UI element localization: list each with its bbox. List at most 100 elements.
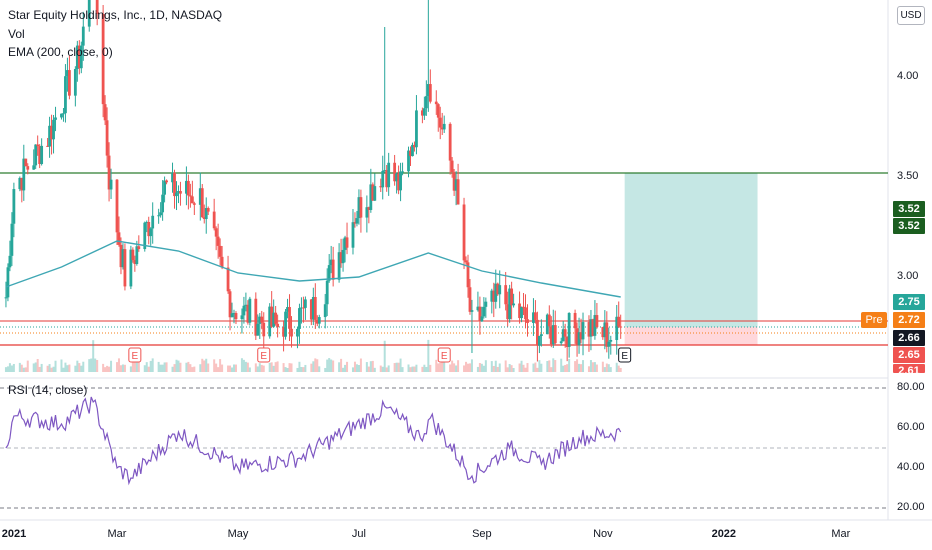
candle-body bbox=[549, 326, 553, 345]
partial-badge: 2.61 bbox=[893, 364, 925, 373]
candle-body bbox=[87, 0, 91, 27]
volume-bar bbox=[6, 366, 9, 372]
volume-bar bbox=[538, 360, 541, 372]
volume-bar bbox=[591, 362, 594, 372]
volume-bar bbox=[165, 362, 168, 372]
volume-bar bbox=[34, 362, 37, 372]
volume-bar bbox=[587, 366, 590, 372]
volume-bar bbox=[407, 364, 410, 372]
volume-bar bbox=[234, 364, 237, 372]
candle-body bbox=[524, 307, 527, 320]
candle-body bbox=[462, 204, 466, 261]
candle-body bbox=[119, 244, 123, 268]
candle-body bbox=[95, 0, 99, 14]
candle-body bbox=[26, 166, 30, 170]
earnings-marker[interactable]: E bbox=[618, 347, 632, 363]
candle-body bbox=[200, 188, 204, 218]
volume-bar bbox=[603, 367, 606, 372]
volume-bar bbox=[609, 367, 612, 372]
volume-bar bbox=[395, 362, 398, 372]
candle-body bbox=[177, 191, 180, 193]
volume-bar bbox=[187, 361, 190, 372]
candle-body bbox=[159, 212, 163, 216]
volume-bar bbox=[199, 364, 202, 372]
candle-body bbox=[240, 315, 244, 320]
candle-body bbox=[32, 165, 36, 170]
volume-bar bbox=[550, 367, 553, 372]
volume-bar bbox=[151, 358, 154, 372]
volume-bar bbox=[470, 359, 473, 372]
candle-body bbox=[145, 221, 149, 223]
volume-bar bbox=[290, 363, 293, 372]
candle-body bbox=[351, 222, 355, 248]
volume-bar bbox=[123, 364, 126, 372]
volume-bar bbox=[355, 364, 358, 372]
volume-bar bbox=[351, 367, 354, 372]
candle-body bbox=[272, 312, 276, 327]
volume-bar bbox=[106, 365, 109, 372]
volume-bar bbox=[240, 358, 243, 372]
candle-body bbox=[484, 301, 488, 307]
volume-bar bbox=[191, 367, 194, 372]
candle-body bbox=[161, 194, 165, 213]
candle-body bbox=[173, 172, 176, 197]
volume-bar bbox=[260, 364, 263, 372]
candle-body bbox=[409, 150, 412, 157]
candle-body bbox=[303, 299, 307, 308]
volume-bar bbox=[574, 361, 577, 372]
volume-bar bbox=[455, 365, 458, 372]
currency-button[interactable]: USD bbox=[897, 6, 925, 25]
candle-body bbox=[407, 150, 410, 172]
volume-bar bbox=[492, 365, 495, 372]
volume-bar bbox=[8, 363, 11, 372]
candle-body bbox=[248, 298, 252, 323]
candle-body bbox=[468, 287, 472, 312]
volume-bar bbox=[332, 360, 335, 372]
svg-text:E: E bbox=[441, 351, 448, 362]
candle-body bbox=[426, 84, 430, 97]
candle-body bbox=[216, 236, 220, 246]
candle-body bbox=[482, 306, 486, 317]
volume-bar bbox=[288, 363, 291, 372]
candle-body bbox=[192, 203, 196, 205]
rsi-line bbox=[5, 396, 622, 486]
volume-bar bbox=[326, 359, 329, 372]
candle-body bbox=[246, 304, 250, 323]
volume-bar bbox=[346, 361, 349, 372]
candle-body bbox=[64, 76, 67, 114]
candle-body bbox=[456, 179, 460, 205]
volume-bar bbox=[353, 361, 356, 372]
volume-bar bbox=[437, 363, 440, 372]
earnings-marker[interactable]: E bbox=[437, 347, 451, 363]
candle-body bbox=[137, 246, 141, 250]
last-price-badge: 2.75 bbox=[893, 294, 925, 310]
candle-body bbox=[434, 101, 438, 105]
candle-body bbox=[20, 177, 24, 191]
volume-bar bbox=[217, 367, 220, 372]
candle-body bbox=[401, 171, 404, 173]
candle-body bbox=[323, 304, 327, 318]
candle-body bbox=[496, 283, 500, 295]
volume-bar bbox=[179, 362, 182, 372]
volume-bar bbox=[365, 362, 368, 372]
earnings-marker[interactable]: E bbox=[257, 347, 271, 363]
volume-bar bbox=[401, 367, 404, 372]
volume-bar bbox=[435, 359, 438, 372]
time-axis-tick: 2022 bbox=[711, 528, 737, 540]
volume-bar bbox=[300, 367, 303, 372]
volume-bar bbox=[90, 358, 93, 372]
volume-bar bbox=[399, 358, 402, 372]
volume-bar bbox=[60, 359, 63, 372]
candle-body bbox=[260, 316, 264, 323]
candle-body bbox=[567, 312, 571, 347]
candle-body bbox=[442, 123, 446, 130]
earnings-marker[interactable]: E bbox=[128, 347, 142, 363]
candle-body bbox=[536, 319, 539, 346]
volume-bar bbox=[143, 365, 146, 372]
volume-bar bbox=[330, 359, 333, 372]
volume-bar bbox=[468, 363, 471, 372]
volume-bar bbox=[258, 363, 261, 372]
candle-body bbox=[365, 207, 369, 218]
ema-200-line bbox=[5, 240, 621, 298]
